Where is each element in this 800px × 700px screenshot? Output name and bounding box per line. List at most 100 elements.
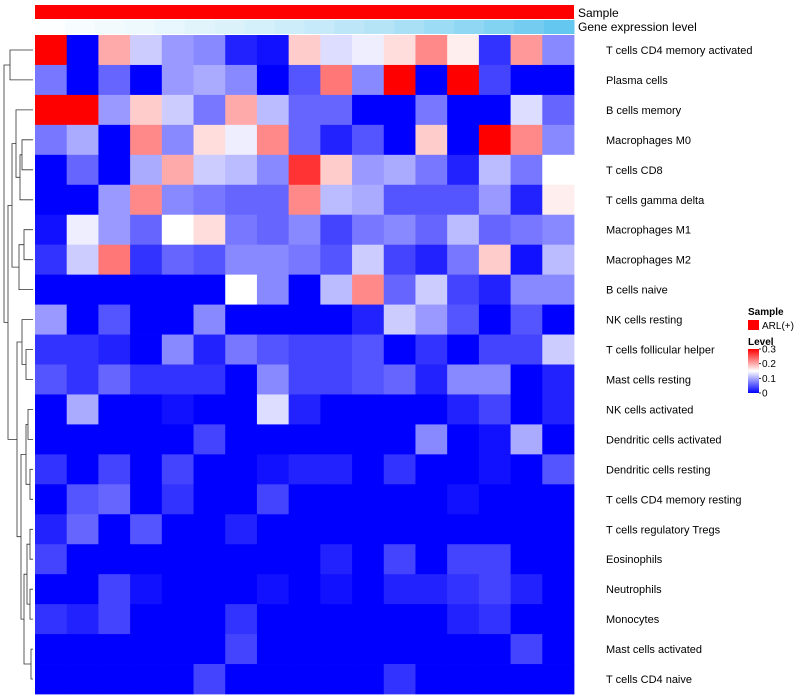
heatmap-cell bbox=[193, 634, 226, 665]
heatmap-cell bbox=[193, 304, 226, 335]
heatmap-cell bbox=[161, 304, 194, 335]
heatmap-cell bbox=[98, 124, 131, 156]
heatmap-cell bbox=[320, 35, 353, 66]
row-label: Mast cells activated bbox=[606, 644, 702, 656]
heatmap-cell bbox=[352, 154, 385, 186]
heatmap-cell bbox=[35, 394, 68, 425]
heatmap-cell bbox=[542, 424, 575, 455]
heatmap-cell bbox=[447, 604, 480, 635]
heatmap-cell bbox=[161, 394, 194, 425]
expression-track-cell bbox=[454, 20, 485, 34]
heatmap-cell bbox=[320, 394, 353, 425]
heatmap-cell bbox=[415, 544, 448, 575]
heatmap-cell bbox=[352, 544, 385, 575]
heatmap-cell bbox=[98, 424, 131, 455]
heatmap-cell bbox=[352, 184, 385, 216]
dendrogram-branch bbox=[29, 588, 33, 620]
heatmap-cell bbox=[288, 484, 321, 515]
heatmap-cell bbox=[447, 214, 480, 246]
expression-track-cell bbox=[184, 20, 216, 34]
heatmap-cell bbox=[35, 604, 68, 635]
heatmap-cell bbox=[320, 244, 353, 276]
heatmap-cell bbox=[447, 154, 480, 186]
heatmap-cell bbox=[35, 214, 68, 246]
heatmap-cell bbox=[447, 304, 480, 335]
heatmap-cell bbox=[161, 94, 194, 126]
heatmap-cell bbox=[193, 364, 226, 395]
dendrogram-branch bbox=[3, 64, 10, 323]
row-label: Macrophages M1 bbox=[606, 225, 691, 237]
heatmap-cell bbox=[161, 184, 194, 216]
heatmap-cell bbox=[478, 64, 511, 96]
row-label: Eosinophils bbox=[606, 554, 663, 566]
row-label: Dendritic cells activated bbox=[606, 434, 722, 446]
legend-sample-entry: ARL(+) bbox=[762, 321, 794, 332]
heatmap-cell bbox=[542, 604, 575, 635]
dendrogram-branch bbox=[26, 543, 30, 605]
heatmap-cell bbox=[478, 35, 511, 66]
heatmap-cell bbox=[447, 664, 480, 695]
heatmap-cell bbox=[352, 124, 385, 156]
heatmap-cell bbox=[447, 64, 480, 96]
legend-tick-label: 0 bbox=[762, 389, 768, 400]
dendrogram-branch bbox=[29, 528, 33, 560]
row-label: B cells memory bbox=[606, 105, 682, 117]
heatmap-cell bbox=[225, 364, 258, 395]
heatmap-cell bbox=[320, 184, 353, 216]
heatmap-cell bbox=[35, 664, 68, 695]
heatmap-cell bbox=[256, 214, 290, 246]
heatmap-cell bbox=[193, 604, 226, 635]
dendrogram-branch bbox=[20, 454, 26, 620]
heatmap-cell bbox=[130, 514, 163, 545]
row-label: T cells CD4 memory activated bbox=[606, 45, 753, 57]
heatmap-cell bbox=[542, 574, 575, 605]
heatmap-cell bbox=[130, 574, 163, 605]
heatmap-cell bbox=[510, 394, 543, 425]
heatmap-cell bbox=[352, 94, 385, 126]
heatmap-cell bbox=[130, 664, 163, 695]
expression-track-cell bbox=[364, 20, 395, 34]
heatmap-cell bbox=[383, 544, 416, 575]
heatmap-cell bbox=[256, 394, 290, 425]
legend-sample-swatch bbox=[748, 320, 759, 330]
heatmap-cell bbox=[98, 634, 131, 665]
legend-tick-label: 0.1 bbox=[762, 374, 776, 385]
heatmap-cell bbox=[510, 244, 543, 276]
heatmap-cell bbox=[161, 35, 194, 66]
heatmap-cell bbox=[510, 604, 543, 635]
sample-track-label: Sample bbox=[578, 6, 619, 20]
heatmap-cell bbox=[35, 184, 68, 216]
heatmap-cell bbox=[510, 544, 543, 575]
heatmap-cell bbox=[98, 574, 131, 605]
heatmap-cell bbox=[193, 274, 226, 305]
heatmap-cell bbox=[256, 304, 290, 335]
heatmap-cell bbox=[478, 244, 511, 276]
heatmap-cell bbox=[352, 274, 385, 305]
expression-track-cell bbox=[514, 20, 545, 34]
heatmap-cell bbox=[510, 94, 543, 126]
heatmap-cell bbox=[320, 514, 353, 545]
heatmap-cell bbox=[66, 364, 99, 395]
heatmap-cell bbox=[193, 35, 226, 66]
row-label: T cells CD8 bbox=[606, 165, 663, 177]
heatmap-cell bbox=[415, 514, 448, 545]
heatmap-cell bbox=[415, 484, 448, 515]
heatmap-cell bbox=[415, 424, 448, 455]
heatmap-cell bbox=[288, 514, 321, 545]
heatmap-cell bbox=[66, 454, 99, 485]
heatmap-cell bbox=[383, 514, 416, 545]
heatmap-cell bbox=[510, 64, 543, 96]
heatmap-cell bbox=[130, 35, 163, 66]
heatmap-cell bbox=[478, 454, 511, 485]
heatmap-cell bbox=[256, 184, 290, 216]
heatmap-cell bbox=[415, 634, 448, 665]
heatmap-cell bbox=[415, 94, 448, 126]
heatmap-cell bbox=[161, 64, 194, 96]
heatmap-cell bbox=[256, 154, 290, 186]
row-label: NK cells resting bbox=[606, 315, 682, 327]
heatmap-cell bbox=[66, 484, 99, 515]
heatmap-cell bbox=[130, 124, 163, 156]
heatmap-cell bbox=[256, 364, 290, 395]
heatmap-cell bbox=[542, 184, 575, 216]
heatmap-cell bbox=[130, 64, 163, 96]
